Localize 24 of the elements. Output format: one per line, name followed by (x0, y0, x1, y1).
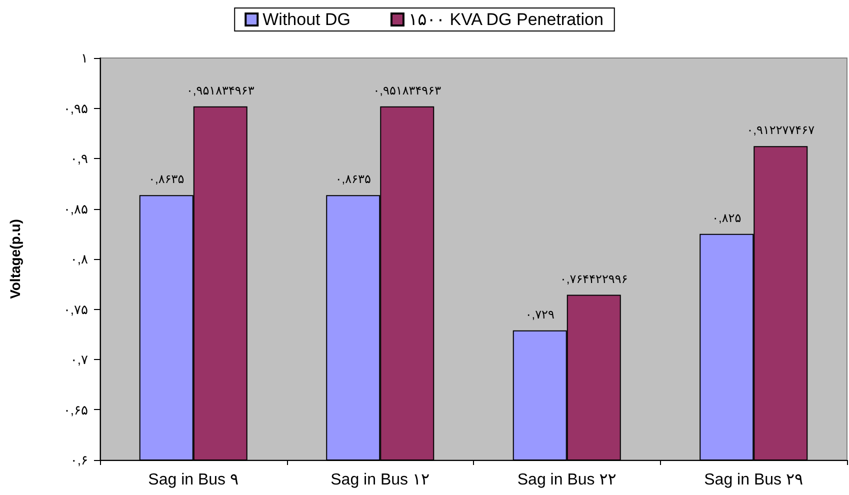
x-tick-label: Sag in Bus ۲۹ (704, 472, 804, 488)
data-label: ۰,۸۶۳۵ (335, 172, 371, 186)
x-tick-label: Sag in Bus ۹ (148, 472, 239, 488)
y-tick-label: ۰,۷ (70, 352, 88, 367)
data-label: ۰,۷۲۹ (525, 307, 554, 322)
y-tick-label: ۰,۷۵ (63, 302, 88, 317)
x-tick-label: Sag in Bus ۱۲ (330, 472, 430, 488)
y-tick-label: ۰,۶۵ (63, 402, 88, 418)
y-tick-label: ۱ (81, 50, 88, 66)
y-tick-label: ۰,۸۵ (63, 201, 88, 216)
y-tick-label: ۰,۶ (70, 452, 88, 468)
y-axis-title: Voltage(p.u) (7, 219, 23, 299)
data-label: ۰,۹۱۲۲۷۷۴۶۷ (746, 123, 816, 138)
data-label: ۰,۷۶۴۴۲۲۹۹۶ (560, 272, 628, 286)
data-label: ۰,۹۵۱۸۳۴۹۶۳ (186, 83, 255, 98)
data-label: ۰,۹۵۱۸۳۴۹۶۳ (373, 83, 442, 98)
data-label: ۰,۸۲۵ (712, 210, 742, 225)
y-tick-label: ۰,۸ (70, 252, 88, 266)
data-label: ۰,۸۶۳۵ (148, 172, 184, 186)
y-tick-label: ۰,۹۵ (63, 100, 88, 116)
legend-label: ۱۵۰۰ KVA DG Penetration (408, 10, 604, 29)
legend-label: Without DG (262, 10, 350, 29)
x-tick-label: Sag in Bus ۲۲ (517, 472, 616, 488)
y-tick-label: ۰,۹ (70, 151, 88, 166)
